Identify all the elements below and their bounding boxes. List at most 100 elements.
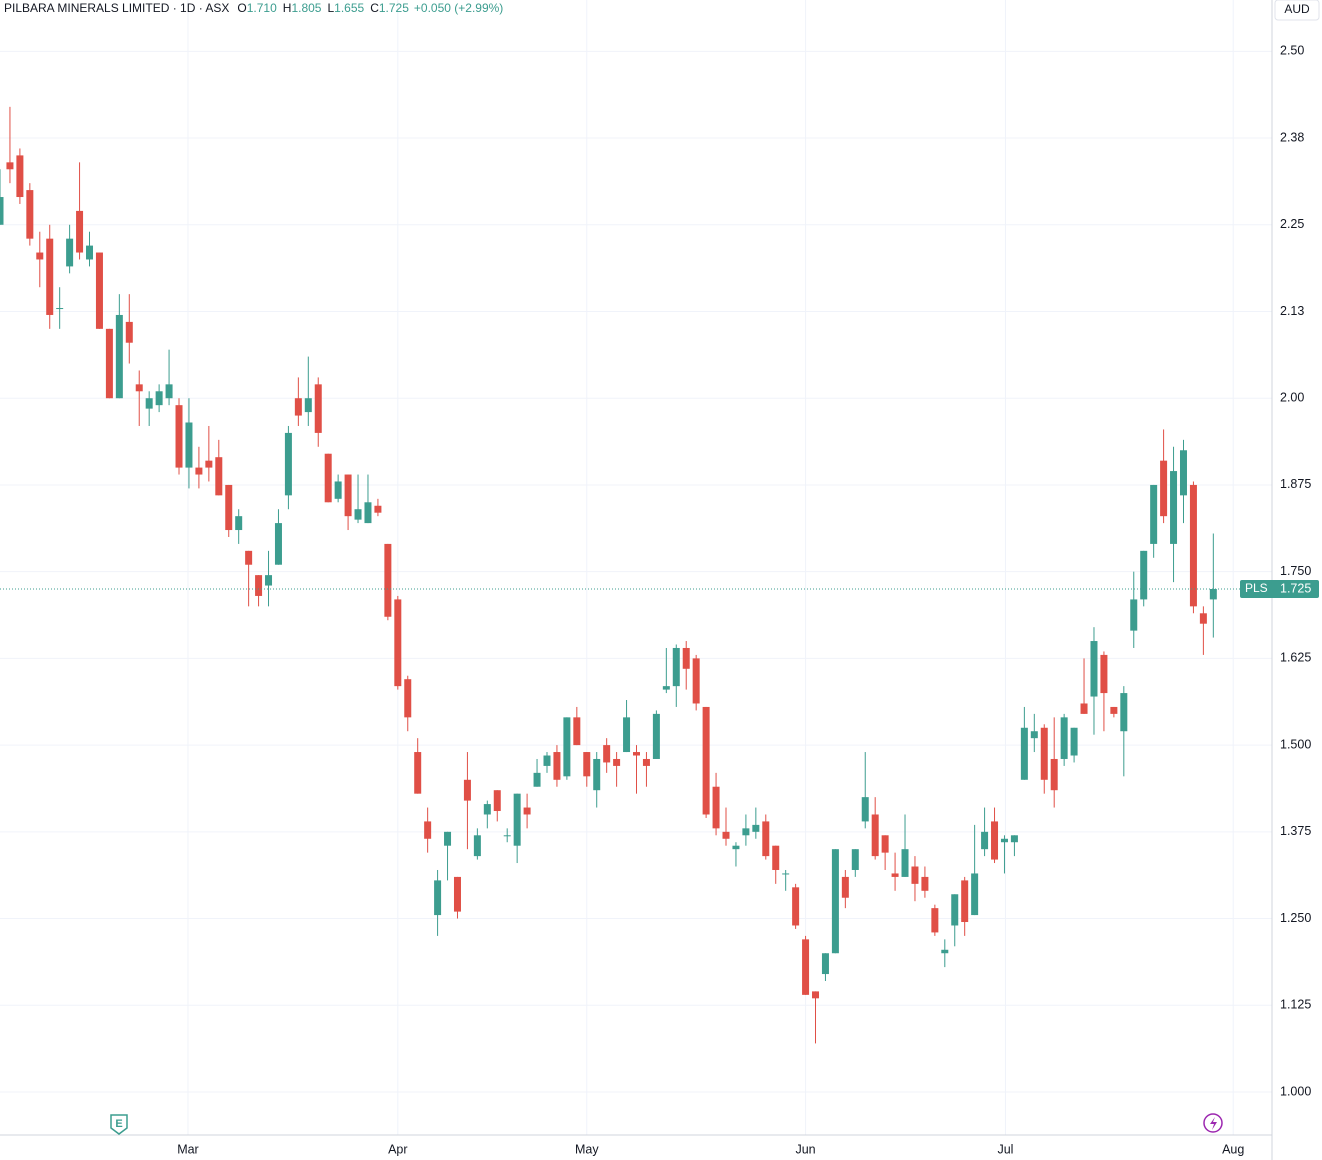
candle-body	[36, 252, 44, 260]
candle-body	[175, 405, 183, 468]
candle-body	[1000, 838, 1008, 843]
candle-body	[961, 880, 969, 923]
candle-body	[762, 821, 770, 857]
candle-body	[304, 398, 312, 413]
candle-body	[831, 849, 839, 954]
candle-body	[344, 474, 352, 517]
x-tick-label: Aug	[1222, 1142, 1244, 1156]
candle-body	[1090, 641, 1098, 697]
ohlc-key: L	[327, 1, 334, 15]
last-price-label: 1.725	[1280, 581, 1311, 595]
y-tick-label: 1.750	[1280, 564, 1311, 578]
candle-body	[16, 155, 24, 198]
candle-body	[56, 308, 64, 310]
candle-body	[593, 758, 601, 791]
candle-body	[1070, 727, 1078, 756]
candle-body	[991, 821, 999, 860]
ohlc-value: 1.725	[379, 1, 409, 15]
candle-body	[265, 575, 273, 586]
events-icon[interactable]	[1203, 1113, 1223, 1133]
candle-body	[86, 245, 94, 260]
candle-body	[613, 758, 621, 766]
candle-body	[463, 779, 471, 801]
header: PILBARA MINERALS LIMITED · 1D · ASX O1.71…	[4, 1, 503, 15]
candle-body	[414, 752, 422, 794]
grid	[0, 0, 1272, 1135]
candle-body	[195, 467, 203, 475]
ohlc-value: 1.655	[334, 1, 364, 15]
candle-body	[792, 887, 800, 926]
candle-body	[573, 717, 581, 746]
candle-body	[981, 831, 989, 850]
candle-body	[1189, 484, 1197, 607]
candle-body	[473, 835, 481, 857]
candle-body	[205, 460, 213, 468]
ohlc-value: 1.805	[291, 1, 321, 15]
candle-body	[563, 717, 571, 777]
y-tick-label: 1.375	[1280, 824, 1311, 838]
earnings-icon[interactable]: E	[110, 1114, 128, 1135]
candle-body	[782, 873, 790, 875]
candle-body	[215, 457, 223, 496]
candle-body	[1150, 484, 1158, 544]
candle-body	[1140, 550, 1148, 600]
symbol-title: PILBARA MINERALS LIMITED · 1D · ASX	[4, 1, 229, 15]
candle-body	[881, 835, 889, 853]
candle-body	[225, 484, 233, 531]
candle-body	[692, 658, 700, 704]
candle-body	[1120, 693, 1128, 732]
currency: AUD	[1284, 2, 1310, 16]
ohlc-value: 1.710	[247, 1, 277, 15]
candle-body	[364, 502, 372, 524]
candle-body	[1199, 613, 1207, 624]
candle-body	[742, 828, 750, 836]
candle-body	[752, 824, 760, 832]
candle-body	[523, 807, 531, 815]
candle-body	[384, 543, 392, 617]
currency-box[interactable]: AUD	[1274, 0, 1320, 21]
y-tick-label: 2.38	[1280, 130, 1304, 144]
candle-body	[404, 679, 412, 718]
candle-body	[1110, 706, 1118, 714]
y-tick-label: 1.125	[1280, 998, 1311, 1012]
candle-body	[772, 845, 780, 870]
candle-body	[911, 866, 919, 884]
candle-body	[533, 772, 541, 787]
y-tick-label: 2.13	[1280, 304, 1304, 318]
candle-body	[1080, 703, 1088, 714]
x-tick-label: Mar	[177, 1142, 199, 1156]
svg-text:E: E	[115, 1118, 122, 1130]
candle-body	[1160, 460, 1168, 517]
candle-body	[444, 831, 452, 846]
candle-body	[294, 398, 302, 416]
candle-body	[603, 745, 611, 763]
last-price-tag	[1240, 580, 1319, 599]
candle-body	[235, 516, 243, 531]
candle-body	[155, 391, 163, 406]
y-tick-label: 1.250	[1280, 911, 1311, 925]
candle-body	[1020, 727, 1028, 780]
candle-body	[145, 398, 153, 409]
x-tick-label: Apr	[388, 1142, 407, 1156]
candle-body	[125, 321, 133, 343]
y-tick-label: 1.875	[1280, 477, 1311, 491]
candle-body	[245, 550, 253, 565]
candle-body	[702, 706, 710, 815]
candle-body	[95, 252, 103, 329]
candle-body	[165, 384, 173, 399]
candle-body	[921, 876, 929, 891]
candle-body	[255, 575, 263, 596]
x-tick-label: May	[575, 1142, 599, 1156]
candle-body	[812, 991, 820, 999]
candle-body	[453, 876, 461, 912]
candle-body	[1030, 731, 1038, 739]
y-tick-label: 2.50	[1280, 44, 1304, 58]
candle-body	[1060, 717, 1068, 759]
candle-body	[1130, 599, 1138, 631]
y-tick-label: 1.500	[1280, 737, 1311, 751]
candle-body	[722, 831, 730, 839]
candle-body	[871, 814, 879, 857]
candle-body	[632, 752, 640, 756]
candle-body	[712, 786, 720, 829]
